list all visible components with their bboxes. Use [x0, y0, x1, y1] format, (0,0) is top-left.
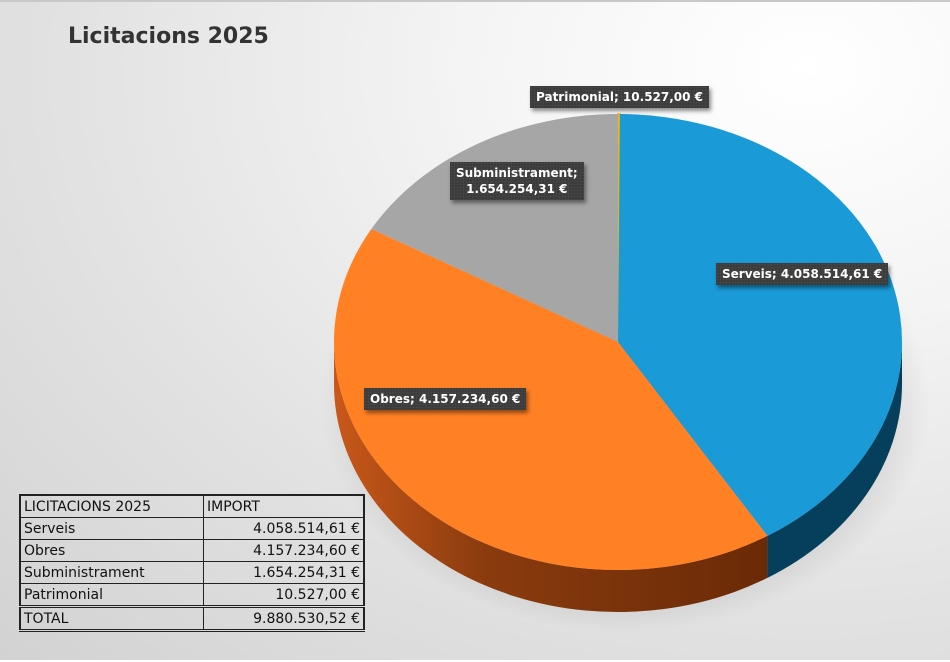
row-name: Patrimonial [19, 583, 204, 607]
label-obres: Obres; 4.157.234,60 € [364, 388, 527, 410]
total-value: 9.880.530,52 € [203, 605, 365, 632]
label-serveis: Serveis; 4.058.514,61 € [716, 263, 889, 285]
chart-title: Licitacions 2025 [68, 24, 269, 49]
header-cell: LICITACIONS 2025 [19, 494, 204, 518]
table-row: Serveis 4.058.514,61 € [19, 517, 365, 540]
pie-slice-patrimonial[interactable] [617, 113, 621, 343]
row-value: 4.058.514,61 € [203, 517, 365, 540]
label-subministrament-value: 1.654.254,31 € [466, 182, 568, 196]
pie-side-obres [333, 342, 768, 612]
table-row: Subministrament 1.654.254,31 € [19, 561, 365, 584]
label-subministrament: Subministrament; 1.654.254,31 € [450, 162, 584, 200]
total-name: TOTAL [19, 605, 204, 632]
pie-slice-obres[interactable] [333, 228, 768, 570]
pie-side-serveis [767, 342, 902, 578]
row-name: Serveis [19, 517, 204, 540]
label-patrimonial: Patrimonial; 10.527,00 € [530, 86, 710, 108]
row-value: 10.527,00 € [203, 583, 365, 607]
row-value: 4.157.234,60 € [203, 539, 365, 562]
data-table: LICITACIONS 2025 IMPORT Serveis 4.058.51… [19, 494, 365, 632]
row-name: Subministrament [19, 561, 204, 584]
table-row: Obres 4.157.234,60 € [19, 539, 365, 562]
table-total-row: TOTAL 9.880.530,52 € [19, 605, 365, 632]
row-name: Obres [19, 539, 204, 562]
table-row: Patrimonial 10.527,00 € [19, 583, 365, 607]
pie-slice-serveis[interactable] [618, 114, 902, 536]
row-value: 1.654.254,31 € [203, 561, 365, 584]
header-cell: IMPORT [203, 494, 365, 518]
label-subministrament-name: Subministrament; [456, 166, 578, 180]
table-header-row: LICITACIONS 2025 IMPORT [19, 494, 365, 518]
